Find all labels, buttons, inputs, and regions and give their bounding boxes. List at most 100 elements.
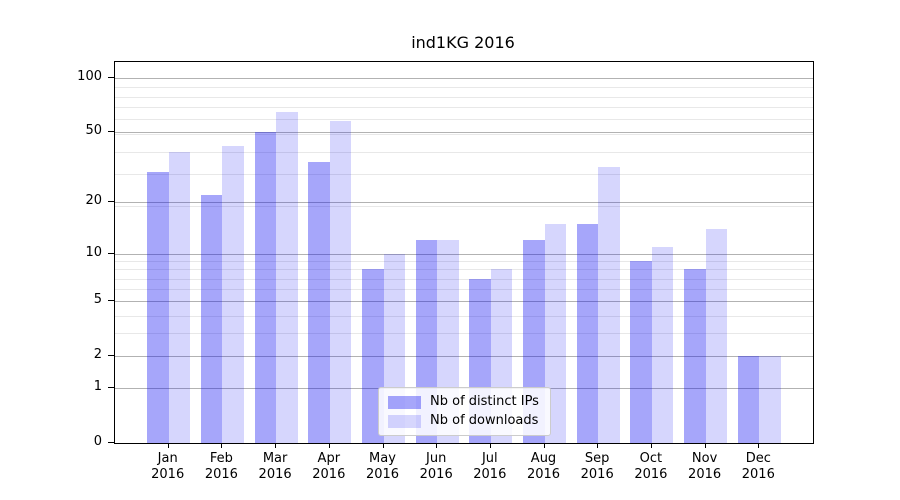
gridline-minor <box>115 269 813 271</box>
gridline-major <box>115 356 813 358</box>
bar-distinct-ips <box>630 261 652 443</box>
bar-downloads <box>222 145 244 443</box>
x-tick-year: 2016 <box>151 466 185 482</box>
chart-title: ind1KG 2016 <box>411 33 515 52</box>
legend-label-downloads: Nb of downloads <box>430 413 539 428</box>
x-tick-month: Jul <box>481 451 498 466</box>
gridline-major <box>115 202 813 204</box>
bar-downloads <box>168 151 191 443</box>
y-tick-label: 50 <box>85 123 102 139</box>
x-tick-year: 2016 <box>688 466 722 482</box>
gridline-minor <box>115 133 813 135</box>
bar-downloads <box>276 111 298 443</box>
y-tick-label: 100 <box>77 69 102 85</box>
x-tick-label: Sep 2016 <box>565 451 629 482</box>
x-tick-year: 2016 <box>741 466 775 482</box>
y-tick-label: 0 <box>93 434 102 449</box>
x-tick-label: Apr 2016 <box>297 451 361 482</box>
x-tick-month: Jan <box>157 451 178 466</box>
x-tick-month: Mar <box>262 451 288 466</box>
x-tick-mark <box>489 443 491 448</box>
x-tick-year: 2016 <box>258 466 292 482</box>
x-tick-month: Feb <box>209 451 233 466</box>
x-tick-label: Jul 2016 <box>458 451 522 482</box>
x-tick-label: Jun 2016 <box>404 451 468 482</box>
x-tick-label: Mar 2016 <box>243 451 307 482</box>
x-tick-year: 2016 <box>526 466 561 482</box>
x-tick-year: 2016 <box>580 466 614 482</box>
y-tick-mark <box>108 387 114 389</box>
y-tick-label: 1 <box>93 379 102 395</box>
y-tick-mark <box>108 442 114 443</box>
y-tick-mark <box>108 201 114 203</box>
x-tick-mark <box>597 443 599 448</box>
bar-downloads <box>329 120 352 443</box>
y-tick-label: 20 <box>85 193 102 209</box>
bar-distinct-ips <box>684 269 706 443</box>
x-tick-month: Jun <box>426 451 447 466</box>
x-tick-month: Oct <box>639 451 663 466</box>
bar-distinct-ips <box>737 356 760 443</box>
x-tick-mark <box>221 443 223 448</box>
x-tick-mark <box>167 443 169 448</box>
gridline-major <box>115 301 813 303</box>
x-tick-mark <box>382 443 384 448</box>
x-tick-mark <box>543 443 545 448</box>
legend-row-distinct-ips: Nb of distinct IPs <box>388 394 539 410</box>
x-tick-mark <box>328 443 330 448</box>
x-tick-label: Feb 2016 <box>189 451 253 482</box>
bar-downloads <box>651 246 674 443</box>
gridline-minor <box>115 87 813 89</box>
x-tick-mark <box>436 443 438 448</box>
x-tick-month: Sep <box>584 451 610 466</box>
gridline-minor <box>115 107 813 109</box>
bar-downloads <box>759 356 781 443</box>
x-tick-month: Aug <box>530 451 557 466</box>
x-tick-mark <box>704 443 706 448</box>
y-tick-label: 5 <box>93 292 102 308</box>
gridline-minor <box>115 333 813 335</box>
x-tick-mark <box>275 443 277 448</box>
x-tick-year: 2016 <box>365 466 400 482</box>
x-tick-month: Nov <box>691 451 718 466</box>
bar-distinct-ips <box>254 132 277 443</box>
x-tick-label: Dec 2016 <box>726 451 790 482</box>
bar-downloads <box>598 166 620 443</box>
gridline-minor <box>115 278 813 280</box>
gridline-major <box>115 253 813 255</box>
gridline-major <box>115 78 813 80</box>
gridline-minor <box>115 174 813 176</box>
x-tick-year: 2016 <box>473 466 507 482</box>
x-tick-mark <box>758 443 760 448</box>
y-tick-label: 2 <box>93 347 102 363</box>
x-tick-month: May <box>369 451 396 466</box>
gridline-minor <box>115 289 813 291</box>
x-tick-label: Oct 2016 <box>619 451 683 482</box>
bar-distinct-ips <box>576 223 599 443</box>
bar-distinct-ips <box>147 171 169 443</box>
gridline-minor <box>115 261 813 262</box>
x-tick-year: 2016 <box>419 466 453 482</box>
legend-swatch-downloads <box>388 414 421 428</box>
gridline-minor <box>115 151 813 153</box>
gridline-major <box>115 132 813 134</box>
x-tick-label: Jan 2016 <box>136 451 200 482</box>
y-tick-mark <box>108 300 114 302</box>
bar-distinct-ips <box>308 162 330 443</box>
gridline-minor <box>115 206 813 208</box>
x-tick-label: Aug 2016 <box>512 451 576 482</box>
x-tick-year: 2016 <box>312 466 346 482</box>
y-tick-mark <box>108 77 114 79</box>
gridline-minor <box>115 315 813 317</box>
x-tick-label: Nov 2016 <box>673 451 737 482</box>
y-tick-label: 10 <box>85 244 102 260</box>
y-tick-mark <box>108 131 114 133</box>
bar-downloads <box>705 229 728 443</box>
x-tick-year: 2016 <box>634 466 668 482</box>
gridline-minor <box>115 96 813 98</box>
x-tick-mark <box>650 443 652 448</box>
y-tick-mark <box>108 355 114 357</box>
x-tick-month: Dec <box>745 451 771 466</box>
y-tick-mark <box>108 252 114 254</box>
